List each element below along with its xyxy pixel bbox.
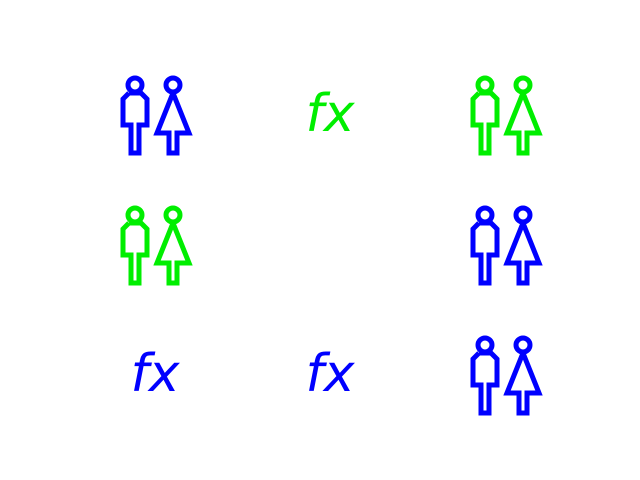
grid-cell: fx	[105, 326, 205, 426]
grid-cell: fx	[280, 66, 380, 166]
svg-text:fx: fx	[130, 344, 180, 404]
svg-text:fx: fx	[305, 344, 355, 404]
restroom-icon	[115, 73, 195, 159]
restroom-icon	[465, 73, 545, 159]
grid-cell	[455, 326, 555, 426]
svg-text:fx: fx	[305, 84, 355, 144]
grid-cell: fx	[280, 326, 380, 426]
function-icon: fx	[115, 341, 195, 411]
grid-cell	[105, 196, 205, 296]
restroom-icon	[465, 203, 545, 289]
grid-cell	[455, 66, 555, 166]
grid-cell	[280, 196, 380, 296]
restroom-icon	[115, 203, 195, 289]
grid-cell	[105, 66, 205, 166]
grid-cell	[455, 196, 555, 296]
restroom-icon	[465, 333, 545, 419]
function-icon: fx	[290, 341, 370, 411]
function-icon: fx	[290, 81, 370, 151]
